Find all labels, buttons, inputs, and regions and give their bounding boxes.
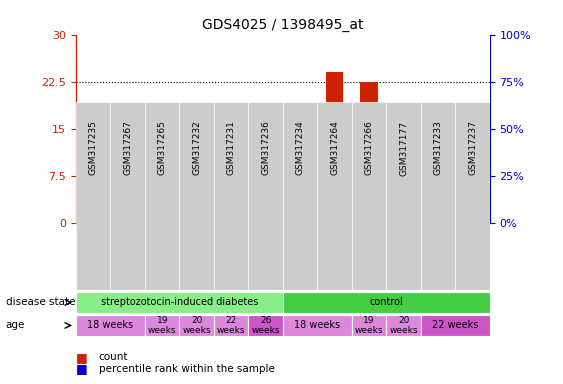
FancyBboxPatch shape [318, 102, 352, 290]
FancyBboxPatch shape [248, 102, 283, 290]
FancyBboxPatch shape [76, 315, 145, 336]
FancyBboxPatch shape [283, 102, 318, 290]
Text: 20
weeks: 20 weeks [390, 316, 418, 335]
FancyBboxPatch shape [352, 315, 386, 336]
Text: control: control [369, 297, 403, 308]
FancyBboxPatch shape [214, 102, 248, 290]
Text: GSM317236: GSM317236 [261, 121, 270, 175]
Bar [154, 122, 171, 223]
FancyBboxPatch shape [180, 315, 214, 336]
Text: GSM317267: GSM317267 [123, 121, 132, 175]
FancyBboxPatch shape [145, 315, 180, 336]
Text: GSM317235: GSM317235 [89, 121, 98, 175]
Text: GSM317232: GSM317232 [192, 121, 201, 175]
Text: 18 weeks: 18 weeks [294, 320, 341, 331]
Text: 20
weeks: 20 weeks [182, 316, 211, 335]
Text: ■: ■ [76, 362, 88, 375]
FancyBboxPatch shape [110, 102, 145, 290]
FancyBboxPatch shape [283, 292, 490, 313]
FancyBboxPatch shape [76, 102, 110, 290]
Bar [84, 147, 102, 223]
Text: 22
weeks: 22 weeks [217, 316, 245, 335]
Bar [464, 169, 481, 223]
Text: GSM317237: GSM317237 [468, 121, 477, 175]
Text: count: count [99, 352, 128, 362]
Text: 22 weeks: 22 weeks [432, 320, 479, 331]
FancyBboxPatch shape [214, 315, 248, 336]
FancyBboxPatch shape [455, 102, 490, 290]
Text: 18 weeks: 18 weeks [87, 320, 133, 331]
Bar [188, 147, 205, 223]
FancyBboxPatch shape [421, 102, 455, 290]
FancyBboxPatch shape [76, 292, 283, 313]
Text: GSM317231: GSM317231 [227, 121, 236, 175]
Bar [222, 141, 240, 223]
Bar [257, 151, 274, 223]
Text: 19
weeks: 19 weeks [148, 316, 176, 335]
Bar [119, 110, 136, 223]
FancyBboxPatch shape [386, 315, 421, 336]
FancyBboxPatch shape [352, 102, 386, 290]
FancyBboxPatch shape [283, 315, 352, 336]
Text: 26
weeks: 26 weeks [252, 316, 280, 335]
Text: GSM317264: GSM317264 [330, 121, 339, 175]
Bar [360, 82, 378, 223]
Text: GSM317177: GSM317177 [399, 121, 408, 175]
Text: ■: ■ [76, 351, 88, 364]
Text: 19
weeks: 19 weeks [355, 316, 383, 335]
Text: GSM317266: GSM317266 [365, 121, 374, 175]
Text: GSM317234: GSM317234 [296, 121, 305, 175]
Text: GSM317233: GSM317233 [434, 121, 443, 175]
Text: percentile rank within the sample: percentile rank within the sample [99, 364, 274, 374]
Bar [395, 166, 412, 223]
FancyBboxPatch shape [248, 315, 283, 336]
Text: age: age [6, 320, 25, 331]
FancyBboxPatch shape [421, 315, 490, 336]
Bar [430, 141, 446, 223]
Bar [326, 72, 343, 223]
FancyBboxPatch shape [386, 102, 421, 290]
Text: disease state: disease state [6, 297, 75, 308]
Bar [292, 154, 309, 223]
Title: GDS4025 / 1398495_at: GDS4025 / 1398495_at [202, 18, 364, 32]
FancyBboxPatch shape [180, 102, 214, 290]
Text: GSM317265: GSM317265 [158, 121, 167, 175]
FancyBboxPatch shape [145, 102, 180, 290]
Text: streptozotocin-induced diabetes: streptozotocin-induced diabetes [101, 297, 258, 308]
